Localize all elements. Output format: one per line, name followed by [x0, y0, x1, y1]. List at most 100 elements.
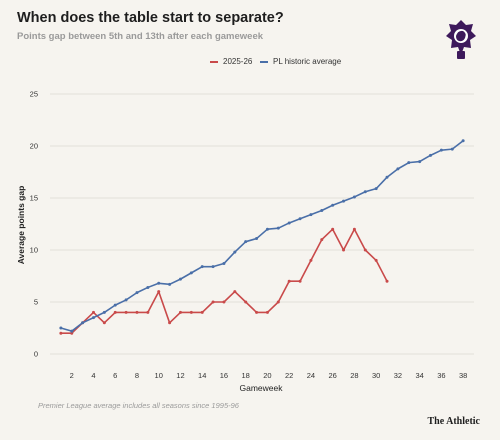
- data-point: [461, 139, 465, 143]
- x-tick-label: 8: [135, 371, 139, 380]
- x-tick-label: 32: [394, 371, 402, 380]
- data-point: [70, 329, 74, 333]
- y-tick-label: 25: [30, 90, 38, 99]
- data-point: [331, 203, 335, 207]
- data-point: [200, 310, 204, 314]
- data-point: [178, 277, 182, 281]
- data-point: [124, 298, 128, 302]
- y-tick-label: 10: [30, 246, 38, 255]
- x-tick-label: 12: [176, 371, 184, 380]
- data-point: [287, 221, 291, 225]
- x-tick-label: 16: [220, 371, 228, 380]
- x-tick-label: 26: [328, 371, 336, 380]
- data-point: [168, 321, 172, 325]
- data-point: [81, 321, 85, 325]
- data-point: [352, 195, 356, 199]
- data-point: [265, 310, 269, 314]
- data-point: [70, 331, 74, 335]
- data-point: [59, 326, 63, 330]
- data-point: [309, 213, 313, 217]
- x-tick-label: 10: [155, 371, 163, 380]
- x-tick-label: 30: [372, 371, 380, 380]
- x-tick-label: 34: [415, 371, 423, 380]
- data-point: [244, 240, 248, 244]
- x-tick-label: 36: [437, 371, 445, 380]
- legend-item-2025: 2025-26: [210, 57, 252, 66]
- data-point: [146, 285, 150, 289]
- data-point: [342, 199, 346, 203]
- series-line-historic: [60, 140, 464, 332]
- data-point: [113, 310, 117, 314]
- legend-swatch-2025: [210, 60, 218, 63]
- data-point: [146, 310, 150, 314]
- data-point: [222, 300, 226, 304]
- data-point: [309, 258, 313, 262]
- y-tick-label: 0: [34, 350, 38, 359]
- legend-swatch-historic: [260, 60, 268, 63]
- x-tick-label: 2: [70, 371, 74, 380]
- footnote: Premier League average includes all seas…: [38, 401, 239, 410]
- brand-logo: The Athletic: [427, 416, 481, 427]
- data-point: [222, 262, 226, 266]
- chart-subtitle: Points gap between 5th and 13th after ea…: [17, 31, 264, 42]
- data-point: [211, 265, 215, 269]
- data-point: [439, 148, 443, 152]
- x-tick-label: 4: [91, 371, 95, 380]
- y-tick-label: 5: [34, 298, 38, 307]
- data-point: [233, 290, 237, 294]
- data-point: [385, 279, 389, 283]
- x-tick-label: 22: [285, 371, 293, 380]
- data-point: [59, 331, 63, 335]
- x-tick-label: 18: [242, 371, 250, 380]
- data-point: [407, 161, 411, 165]
- x-tick-label: 6: [113, 371, 117, 380]
- data-point: [244, 300, 248, 304]
- data-point: [385, 175, 389, 179]
- data-point: [374, 258, 378, 262]
- data-point: [157, 290, 161, 294]
- y-axis-title: Average points gap: [16, 186, 26, 265]
- data-point: [342, 248, 346, 252]
- data-point: [298, 279, 302, 283]
- data-point: [352, 227, 356, 231]
- data-point: [91, 310, 95, 314]
- data-point: [276, 226, 280, 230]
- legend-item-historic: PL historic average: [260, 57, 341, 66]
- premier-league-lion-icon: [446, 20, 476, 59]
- series-line-2025-26: [60, 228, 388, 335]
- data-point: [320, 238, 324, 242]
- data-point: [189, 310, 193, 314]
- x-tick-label: 28: [350, 371, 358, 380]
- chart-title: When does the table start to separate?: [17, 10, 284, 26]
- data-point: [91, 316, 95, 320]
- x-tick-label: 20: [263, 371, 271, 380]
- data-point: [200, 265, 204, 269]
- data-point: [331, 227, 335, 231]
- data-point: [211, 300, 215, 304]
- data-point: [429, 153, 433, 157]
- data-point: [233, 250, 237, 254]
- data-point: [113, 303, 117, 307]
- data-point: [255, 237, 259, 241]
- legend-label-2025: 2025-26: [223, 57, 253, 66]
- data-point: [450, 147, 454, 151]
- x-tick-label: 38: [459, 371, 467, 380]
- x-tick-labels: 2 4 6 8 10 12 14 16 18 20 22 24 26 28 30 32 34 36 38: [70, 371, 468, 380]
- y-tick-label: 20: [30, 142, 38, 151]
- x-axis-title: Gameweek: [240, 383, 284, 393]
- data-point: [168, 282, 172, 286]
- data-point: [374, 187, 378, 191]
- x-tick-label: 14: [198, 371, 206, 380]
- data-point: [363, 190, 367, 194]
- data-point: [396, 167, 400, 171]
- data-point: [135, 291, 139, 295]
- data-point: [157, 281, 161, 285]
- data-point: [178, 310, 182, 314]
- data-point: [189, 271, 193, 275]
- series-group: [59, 139, 465, 335]
- data-point: [276, 300, 280, 304]
- y-tick-label: 15: [30, 194, 38, 203]
- data-point: [255, 310, 259, 314]
- data-point: [265, 227, 269, 231]
- data-point: [418, 160, 422, 164]
